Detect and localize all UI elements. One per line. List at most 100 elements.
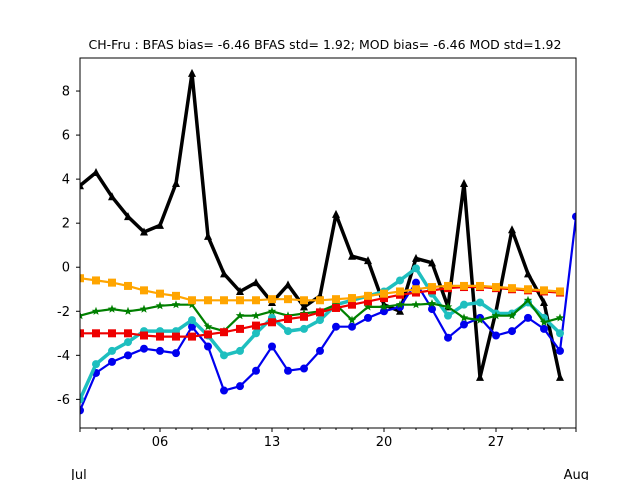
series-5-point — [252, 296, 260, 305]
series-5-point — [236, 296, 244, 305]
series-5-point — [332, 295, 340, 304]
x-month-label: Jul — [70, 468, 87, 480]
series-1-point — [188, 322, 196, 331]
x-tick-label: 06 — [152, 435, 169, 450]
series-1-point — [252, 366, 260, 375]
series-1-point — [284, 366, 292, 375]
series-4-point — [364, 297, 372, 306]
series-1-point — [492, 331, 500, 340]
series-4-point — [300, 312, 308, 321]
y-tick-label: -6 — [57, 393, 70, 408]
series-2-point — [476, 298, 484, 307]
series-3-point — [155, 301, 165, 310]
series-1-point — [204, 342, 212, 351]
series-4-point — [380, 294, 388, 303]
series-5-point — [220, 296, 228, 305]
series-1-point — [556, 346, 564, 355]
series-5-point — [540, 286, 548, 295]
series-2-point — [220, 351, 228, 360]
series-0-point — [524, 269, 532, 278]
series-3-point — [251, 311, 261, 320]
y-tick-label: 4 — [62, 173, 70, 188]
x-tick-label: 13 — [264, 435, 281, 450]
series-2-point — [284, 327, 292, 336]
series-5-point — [156, 289, 164, 298]
series-3-point — [555, 313, 565, 322]
series-1-point — [572, 212, 576, 221]
y-tick-label: -2 — [57, 305, 70, 320]
series-5-point — [476, 281, 484, 290]
series-3-point — [427, 299, 437, 308]
x-tick-label: 27 — [488, 435, 505, 450]
y-tick-label: 6 — [62, 129, 70, 144]
series-3-point — [171, 300, 181, 309]
series-4-point — [268, 318, 276, 327]
series-5-point — [492, 283, 500, 292]
series-3-point — [379, 302, 389, 311]
plot-frame — [79, 57, 577, 429]
series-1-point — [80, 406, 84, 415]
series-2-point — [252, 329, 260, 338]
series-3-point — [411, 300, 421, 309]
series-5-point — [108, 278, 116, 287]
series-4-point — [172, 332, 180, 341]
series-5-point — [316, 296, 324, 305]
series-1-point — [268, 342, 276, 351]
series-5-point — [460, 281, 468, 290]
series-4-point — [140, 331, 148, 340]
series-4-point — [108, 329, 116, 338]
series-5-point — [204, 296, 212, 305]
series-2-point — [444, 311, 452, 320]
series-4-point — [316, 308, 324, 317]
series-3-point — [539, 317, 549, 326]
series-0-point — [156, 220, 164, 229]
series-2-point — [188, 316, 196, 325]
series-0-point — [412, 253, 420, 262]
series-5-point — [172, 291, 180, 300]
series-5-point — [188, 296, 196, 305]
series-1-point — [348, 322, 356, 331]
series-layer — [80, 68, 576, 415]
y-tick-label: 8 — [62, 85, 70, 100]
series-1-point — [540, 324, 548, 333]
series-3-point — [267, 306, 277, 315]
series-4-point — [220, 328, 228, 337]
series-0-point — [236, 286, 244, 295]
series-4-point — [188, 332, 196, 341]
series-0-point — [364, 256, 372, 265]
series-0-point — [140, 227, 148, 236]
series-5-point — [524, 285, 532, 294]
series-1-point — [508, 327, 516, 336]
series-0-point — [80, 181, 84, 190]
series-3-point — [443, 302, 453, 311]
series-1-point — [428, 305, 436, 314]
series-2-point — [556, 329, 564, 338]
series-5-point — [444, 281, 452, 290]
series-1-point — [156, 346, 164, 355]
chart-title: CH-Fru : BFAS bias= -6.46 BFAS std= 1.92… — [89, 37, 562, 52]
series-2-point — [396, 276, 404, 285]
series-4-point — [284, 314, 292, 323]
series-2-point — [412, 264, 420, 273]
series-0-point — [220, 269, 228, 278]
series-0-point — [348, 251, 356, 260]
series-3-point — [507, 311, 517, 320]
series-5-point — [268, 295, 276, 304]
series-1-point — [140, 344, 148, 353]
series-5-point — [140, 286, 148, 295]
series-1-point — [364, 313, 372, 322]
series-3-point — [347, 315, 357, 324]
series-4-point — [348, 300, 356, 309]
series-0-point — [92, 168, 100, 177]
x-tick-label: 20 — [376, 435, 393, 450]
series-3-point — [123, 306, 133, 315]
series-4-point — [156, 332, 164, 341]
series-5-point — [556, 287, 564, 296]
series-3-point — [203, 322, 213, 331]
series-5-point — [284, 295, 292, 304]
series-2-point — [108, 346, 116, 355]
axis-layer: -6 -4 -2 0 2 4 6 8 06 13 20 27 Jul Aug — [57, 85, 589, 480]
series-5-point — [428, 283, 436, 292]
series-2-point — [300, 324, 308, 333]
series-3-point — [80, 311, 85, 320]
